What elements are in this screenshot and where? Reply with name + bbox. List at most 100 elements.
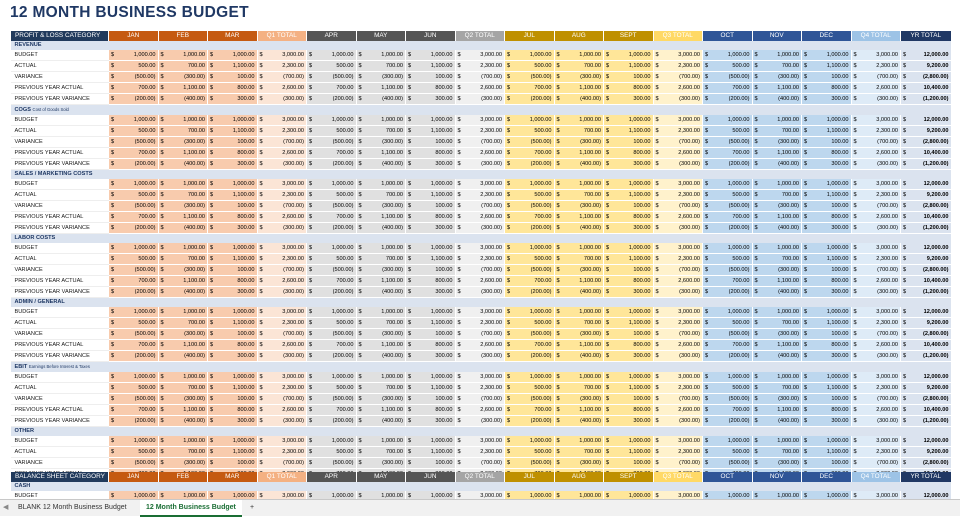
value-cell[interactable]: $500.00: [702, 382, 752, 394]
value-cell[interactable]: $1,000.00: [405, 243, 455, 254]
value-cell[interactable]: $2,300.00: [652, 317, 703, 329]
value-cell[interactable]: $1,000.00: [702, 115, 752, 126]
value-cell[interactable]: $1,000.00: [405, 50, 455, 61]
value-cell[interactable]: $3,000.00: [454, 307, 505, 318]
value-cell[interactable]: $1,000.00: [751, 243, 802, 254]
value-cell[interactable]: $1,100.00: [553, 211, 604, 223]
add-sheet-button[interactable]: +: [250, 504, 255, 511]
value-cell[interactable]: $2,300.00: [652, 446, 703, 458]
value-cell[interactable]: $1,000.00: [751, 115, 802, 126]
value-cell[interactable]: $ (2,800.00): [900, 200, 951, 212]
value-cell[interactable]: $(1,200.00): [900, 286, 951, 298]
value-cell[interactable]: $(300.00): [157, 393, 208, 405]
value-cell[interactable]: $100.00: [801, 393, 851, 405]
value-cell[interactable]: $1,000.00: [108, 372, 158, 383]
value-cell[interactable]: $ (500.00): [702, 71, 752, 83]
value-cell[interactable]: $1,100.00: [801, 382, 851, 394]
value-cell[interactable]: $2,600.00: [652, 275, 703, 287]
value-cell[interactable]: $1,100.00: [405, 125, 455, 137]
value-cell[interactable]: $(300.00): [751, 136, 802, 148]
value-cell[interactable]: $ (700.00): [652, 328, 703, 340]
value-cell[interactable]: $ (500.00): [108, 264, 158, 276]
value-cell[interactable]: $1,000.00: [157, 372, 208, 383]
value-cell[interactable]: $12,000.00: [900, 243, 951, 254]
value-cell[interactable]: $2,600.00: [256, 147, 307, 159]
value-cell[interactable]: $2,300.00: [652, 253, 703, 265]
value-cell[interactable]: $100.00: [603, 200, 653, 212]
value-cell[interactable]: $1,000.00: [801, 50, 851, 61]
value-cell[interactable]: $3,000.00: [256, 243, 307, 254]
value-cell[interactable]: $ (700.00): [652, 136, 703, 148]
value-cell[interactable]: $2,300.00: [256, 382, 307, 394]
value-cell[interactable]: $700.00: [157, 382, 208, 394]
value-cell[interactable]: $500.00: [108, 125, 158, 137]
value-cell[interactable]: $500.00: [504, 189, 554, 201]
value-cell[interactable]: $ (700.00): [652, 71, 703, 83]
value-cell[interactable]: $1,000.00: [108, 243, 158, 254]
value-cell[interactable]: $1,000.00: [603, 436, 653, 447]
value-cell[interactable]: $700.00: [355, 382, 406, 394]
value-cell[interactable]: $500.00: [108, 317, 158, 329]
value-cell[interactable]: $800.00: [801, 147, 851, 159]
value-cell[interactable]: $3,000.00: [850, 50, 901, 61]
value-cell[interactable]: $(1,200.00): [900, 350, 951, 362]
value-cell[interactable]: $ (700.00): [454, 393, 505, 405]
value-cell[interactable]: $800.00: [801, 82, 851, 94]
value-cell[interactable]: $500.00: [504, 382, 554, 394]
value-cell[interactable]: $100.00: [801, 264, 851, 276]
value-cell[interactable]: $1,000.00: [306, 179, 356, 190]
value-cell[interactable]: $300.00: [801, 350, 851, 362]
value-cell[interactable]: $1,100.00: [405, 189, 455, 201]
value-cell[interactable]: $1,000.00: [355, 436, 406, 447]
value-cell[interactable]: $ (700.00): [454, 200, 505, 212]
value-cell[interactable]: $100.00: [405, 71, 455, 83]
value-cell[interactable]: $ (700.00): [850, 457, 901, 469]
value-cell[interactable]: $2,300.00: [454, 317, 505, 329]
value-cell[interactable]: $(400.00): [355, 350, 406, 362]
value-cell[interactable]: $1,000.00: [306, 50, 356, 61]
value-cell[interactable]: $500.00: [306, 253, 356, 265]
value-cell[interactable]: $300.00: [603, 158, 653, 170]
value-cell[interactable]: $2,300.00: [652, 382, 703, 394]
value-cell[interactable]: $(300.00): [355, 393, 406, 405]
value-cell[interactable]: $2,300.00: [850, 317, 901, 329]
value-cell[interactable]: $700.00: [355, 253, 406, 265]
value-cell[interactable]: $3,000.00: [850, 243, 901, 254]
value-cell[interactable]: $(300.00): [454, 158, 505, 170]
value-cell[interactable]: $3,000.00: [850, 307, 901, 318]
value-cell[interactable]: $1,000.00: [355, 243, 406, 254]
value-cell[interactable]: $(400.00): [157, 286, 208, 298]
value-cell[interactable]: $1,000.00: [108, 436, 158, 447]
value-cell[interactable]: $2,600.00: [850, 147, 901, 159]
value-cell[interactable]: $ (700.00): [256, 136, 307, 148]
value-cell[interactable]: $10,400.00: [900, 211, 951, 223]
value-cell[interactable]: $300.00: [801, 222, 851, 234]
value-cell[interactable]: $(200.00): [702, 93, 752, 105]
value-cell[interactable]: $ (700.00): [652, 264, 703, 276]
value-cell[interactable]: $2,600.00: [850, 275, 901, 287]
value-cell[interactable]: $500.00: [306, 446, 356, 458]
value-cell[interactable]: $1,000.00: [405, 115, 455, 126]
value-cell[interactable]: $800.00: [207, 147, 257, 159]
value-cell[interactable]: $1,000.00: [553, 372, 604, 383]
value-cell[interactable]: $700.00: [553, 189, 604, 201]
value-cell[interactable]: $(300.00): [553, 457, 604, 469]
value-cell[interactable]: $1,000.00: [751, 50, 802, 61]
value-cell[interactable]: $1,000.00: [504, 50, 554, 61]
value-cell[interactable]: $1,000.00: [702, 243, 752, 254]
value-cell[interactable]: $2,600.00: [256, 275, 307, 287]
value-cell[interactable]: $300.00: [405, 286, 455, 298]
value-cell[interactable]: $1,100.00: [603, 189, 653, 201]
value-cell[interactable]: $(1,200.00): [900, 93, 951, 105]
value-cell[interactable]: $700.00: [553, 446, 604, 458]
value-cell[interactable]: $(400.00): [553, 93, 604, 105]
value-cell[interactable]: $300.00: [801, 286, 851, 298]
value-cell[interactable]: $500.00: [108, 189, 158, 201]
value-cell[interactable]: $100.00: [207, 136, 257, 148]
value-cell[interactable]: $1,100.00: [405, 60, 455, 72]
value-cell[interactable]: $3,000.00: [454, 243, 505, 254]
value-cell[interactable]: $300.00: [801, 158, 851, 170]
value-cell[interactable]: $300.00: [801, 93, 851, 105]
value-cell[interactable]: $ (500.00): [504, 264, 554, 276]
value-cell[interactable]: $(300.00): [850, 158, 901, 170]
